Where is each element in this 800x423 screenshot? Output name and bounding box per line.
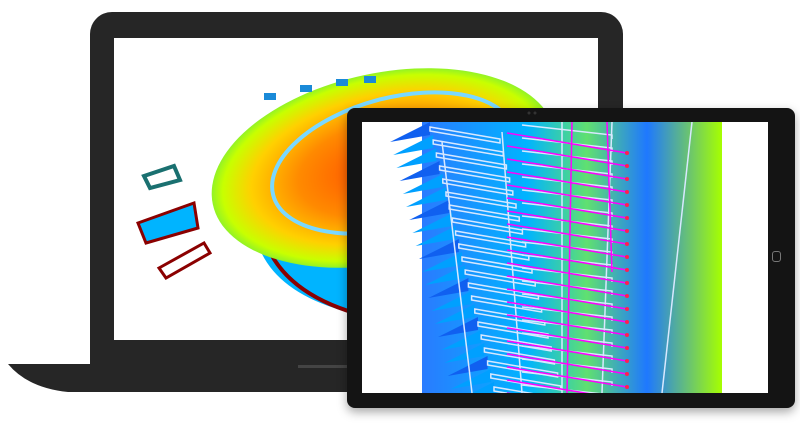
pipe (506, 171, 628, 193)
pipe (506, 262, 628, 284)
pipe (506, 236, 628, 258)
floor-slab (428, 278, 469, 298)
pipe (506, 223, 628, 245)
floor-wireframe (458, 243, 530, 261)
pipe (506, 301, 628, 323)
floor-slab (447, 356, 488, 376)
pipe (506, 275, 628, 297)
floor-wireframe (486, 360, 559, 378)
pipe-node (625, 177, 629, 181)
roof-panel (336, 79, 348, 86)
column-wireframe (441, 141, 473, 393)
floor-slab (438, 317, 478, 337)
floor-slab (425, 265, 466, 285)
floor-wireframe (480, 334, 552, 352)
pipe (506, 314, 628, 336)
pipe (506, 132, 628, 154)
floor-slab (418, 239, 459, 259)
floor-slab (441, 330, 482, 350)
floor-slab (415, 226, 456, 246)
pipe (506, 327, 628, 349)
laptop-base (8, 364, 428, 392)
floor-slab (444, 343, 485, 363)
floor-slab (422, 252, 462, 272)
floor-slab (412, 213, 453, 233)
pipe-node (625, 281, 629, 285)
pipe (506, 249, 628, 271)
floor-wireframe (454, 230, 527, 248)
pipe (506, 288, 628, 310)
pipe (506, 197, 628, 219)
floor-wireframe (429, 126, 501, 144)
column-wireframe (601, 122, 613, 393)
pipe-node (625, 346, 629, 350)
pipe-node (625, 385, 629, 389)
column-wireframe (661, 122, 693, 393)
floor-wireframe (445, 191, 517, 209)
floor-slab (431, 291, 472, 311)
pipe-node (625, 372, 629, 376)
pipe-node (625, 268, 629, 272)
floor-wireframe (435, 152, 508, 170)
pipe-node (625, 151, 629, 155)
floor-wireframe (477, 321, 549, 339)
pipe (506, 158, 628, 180)
column-wireframe (501, 131, 523, 393)
riser-pipe (606, 122, 613, 273)
floor-slab (409, 200, 450, 220)
floor-wireframe (442, 178, 514, 196)
pipe-node (625, 203, 629, 207)
pipe-node (625, 294, 629, 298)
side-structure (141, 163, 183, 191)
side-structure (136, 200, 200, 245)
pipe-node (625, 333, 629, 337)
floor-wireframe (438, 165, 511, 183)
roof-panel (300, 85, 312, 92)
side-structure (156, 240, 213, 280)
pipe (506, 145, 628, 167)
floor-slab (472, 382, 494, 393)
floor-slab (434, 304, 475, 324)
tower-heatmap-render (390, 122, 722, 393)
pipe (506, 340, 628, 362)
pipe-node (625, 307, 629, 311)
floor-wireframe (521, 384, 601, 393)
home-button-icon[interactable] (772, 251, 781, 262)
pipe-node (625, 359, 629, 363)
pipe-node (625, 320, 629, 324)
pipe (506, 210, 628, 232)
pipe-node (625, 164, 629, 168)
tablet-screen-tower-heatmap (362, 122, 768, 393)
riser-pipe (566, 122, 573, 393)
floor-wireframe (483, 347, 556, 365)
roof-panel (364, 76, 376, 83)
floor-slab (399, 161, 440, 181)
floor-slab (406, 187, 446, 207)
pipe (506, 184, 628, 206)
roof-panel (264, 93, 276, 100)
tower-face (422, 122, 722, 393)
pipe-node (625, 255, 629, 259)
camera-icon (527, 111, 537, 115)
pipe-node (625, 242, 629, 246)
floor-slab (402, 174, 443, 194)
floor-slab (396, 148, 437, 168)
floor-wireframe (464, 269, 536, 287)
pipe-node (625, 229, 629, 233)
floor-slab (390, 122, 430, 142)
floor-slab (393, 135, 434, 155)
floor-wireframe (461, 256, 533, 274)
pipe-node (625, 190, 629, 194)
pipe-node (625, 216, 629, 220)
floor-wireframe (493, 386, 534, 393)
floor-wireframe (451, 217, 524, 235)
